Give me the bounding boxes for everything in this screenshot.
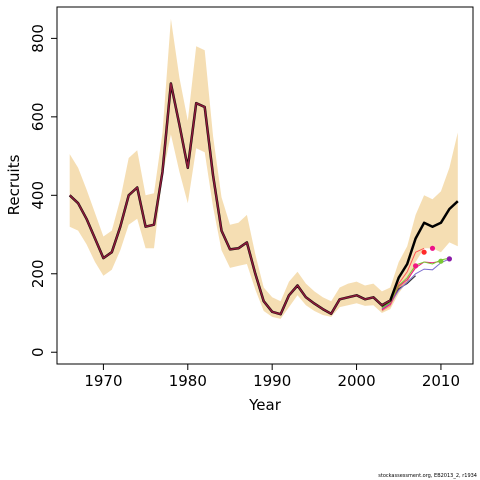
retrospective-endpoint	[413, 263, 419, 269]
footer-credit: stockassessment.org, EB2013_2, r1934	[378, 473, 477, 479]
y-tick-label: 800	[29, 24, 47, 53]
retrospective-line-5	[381, 260, 441, 311]
retrospective-endpoint	[421, 249, 427, 255]
retrospective-overlay-line	[69, 82, 391, 316]
x-tick-label: 2000	[337, 372, 375, 390]
retrospective-endpoint	[438, 258, 444, 264]
y-tick-label: 200	[29, 259, 47, 288]
confidence-band	[69, 18, 458, 319]
y-axis-label: Recruits	[5, 154, 23, 215]
x-axis: 1970 1980 1990 2000 2010	[84, 364, 460, 390]
x-tick-label: 1990	[253, 372, 291, 390]
x-tick-label: 2010	[422, 372, 460, 390]
y-tick-label: 600	[29, 102, 47, 131]
x-tick-label: 1970	[84, 372, 122, 390]
x-tick-label: 1980	[169, 372, 207, 390]
retrospective-endpoint	[446, 256, 452, 262]
y-tick-label: 0	[29, 347, 47, 357]
plot-area	[68, 18, 459, 319]
retrospective-endpoint	[429, 245, 436, 251]
plot-frame	[56, 6, 474, 365]
y-tick-label: 400	[29, 181, 47, 210]
y-axis: 0 200 400 600 800	[29, 24, 57, 357]
x-axis-label: Year	[248, 396, 282, 414]
